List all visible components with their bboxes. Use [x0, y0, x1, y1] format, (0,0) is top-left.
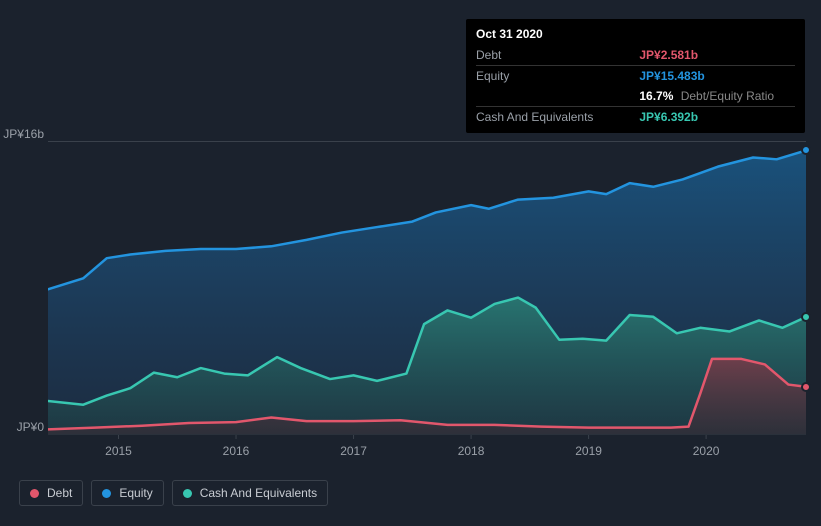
- x-axis-label: 2015: [105, 444, 132, 458]
- y-axis-label: JP¥16b: [3, 127, 44, 141]
- legend-dot-icon: [30, 489, 39, 498]
- x-axis-label: 2019: [575, 444, 602, 458]
- tooltip-row-value: 16.7% Debt/Equity Ratio: [639, 86, 795, 107]
- cash-end-marker: [801, 312, 811, 322]
- tooltip-row-value: JP¥2.581b: [639, 45, 795, 66]
- tooltip-row-label: Cash And Equivalents: [476, 107, 639, 128]
- tooltip-row-label: [476, 86, 639, 107]
- legend-item-cash[interactable]: Cash And Equivalents: [172, 480, 328, 506]
- legend-item-debt[interactable]: Debt: [19, 480, 83, 506]
- legend-dot-icon: [102, 489, 111, 498]
- tooltip-row-value: JP¥15.483b: [639, 66, 795, 87]
- debt-end-marker: [801, 382, 811, 392]
- legend-item-equity[interactable]: Equity: [91, 480, 163, 506]
- tooltip-row-label: Equity: [476, 66, 639, 87]
- legend-label: Debt: [47, 486, 72, 500]
- tooltip-date: Oct 31 2020: [476, 25, 795, 43]
- chart-legend: Debt Equity Cash And Equivalents: [19, 480, 328, 506]
- legend-dot-icon: [183, 489, 192, 498]
- x-axis-label: 2017: [340, 444, 367, 458]
- x-axis-label: 2020: [693, 444, 720, 458]
- equity-end-marker: [801, 145, 811, 155]
- x-axis-label: 2018: [458, 444, 485, 458]
- tooltip-row-label: Debt: [476, 45, 639, 66]
- tooltip-row-value: JP¥6.392b: [639, 107, 795, 128]
- y-axis-label: JP¥0: [17, 420, 44, 434]
- chart-tooltip: Oct 31 2020 DebtJP¥2.581bEquityJP¥15.483b…: [466, 19, 805, 133]
- legend-label: Cash And Equivalents: [200, 486, 317, 500]
- x-axis-label: 2016: [223, 444, 250, 458]
- legend-label: Equity: [119, 486, 152, 500]
